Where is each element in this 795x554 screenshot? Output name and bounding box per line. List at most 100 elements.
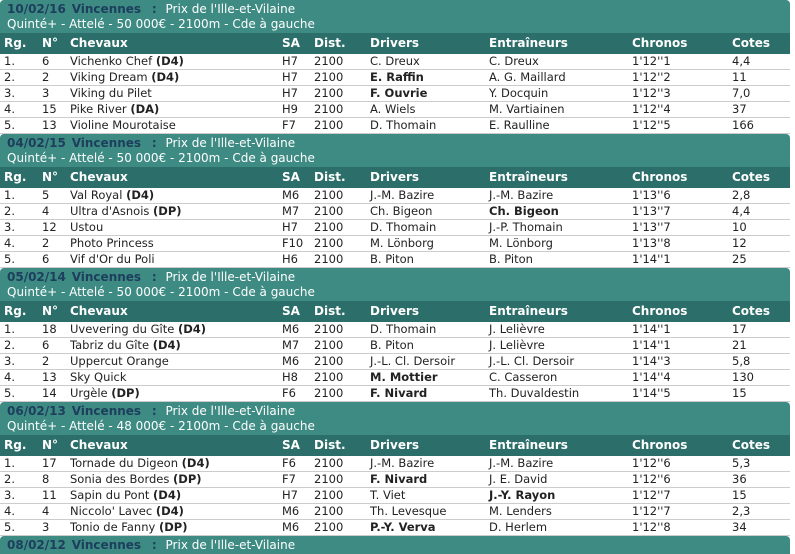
- cell-sa: H7: [278, 54, 310, 70]
- column-header-dist: Dist.: [310, 167, 366, 188]
- column-header-sa: SA: [278, 301, 310, 322]
- column-header-chrono: Chronos: [628, 301, 728, 322]
- header-row: Rg. N° Chevaux SA Dist. Drivers Entraîneurs Chr…: [0, 167, 790, 188]
- cell-dist: 2100: [310, 219, 366, 236]
- race-date: 08/02/12: [7, 538, 66, 552]
- race-separator: :: [151, 404, 157, 418]
- horse-name: Val Royal: [70, 188, 123, 202]
- cell-driver: J.-M. Bazire: [366, 456, 485, 472]
- cell-trainer: J.-Y. Rayon: [485, 487, 628, 504]
- cell-number: 3: [38, 85, 66, 102]
- cell-sa: M7: [278, 337, 310, 354]
- table-row: 1. 17 Tornade du Digeon (D4) F6 2100 J.-M. Ba…: [0, 456, 790, 472]
- horse-tag: (DP): [153, 204, 182, 218]
- race-section: 10/02/16 Vincennes : Prix de l'Ille-et-V…: [0, 0, 790, 134]
- cell-rank: 3.: [0, 85, 38, 102]
- horse-tag: (DP): [173, 472, 202, 486]
- cell-number: 13: [38, 369, 66, 386]
- column-header-trainer: Entraîneurs: [485, 167, 628, 188]
- cell-odds: 5,3: [728, 456, 790, 472]
- cell-number: 14: [38, 385, 66, 402]
- header-row: Rg. N° Chevaux SA Dist. Drivers Entraîneurs Chr…: [0, 33, 790, 54]
- cell-number: 4: [38, 203, 66, 220]
- horse-name: Uppercut Orange: [70, 354, 169, 368]
- cell-horse: Val Royal (D4): [66, 188, 278, 204]
- cell-rank: 4.: [0, 101, 38, 118]
- horse-tag: (D4): [151, 70, 180, 84]
- column-header-dist: Dist.: [310, 435, 366, 456]
- cell-number: 4: [38, 503, 66, 520]
- column-header-horse: Chevaux: [66, 435, 278, 456]
- race-venue: Vincennes: [71, 404, 142, 418]
- cell-chrono: 1'12''8: [628, 519, 728, 536]
- column-header-driver: Drivers: [366, 435, 485, 456]
- table-row: 3. 11 Sapin du Pont (D4) H7 2100 T. Viet J.-Y.…: [0, 487, 790, 504]
- cell-chrono: 1'12''5: [628, 117, 728, 134]
- cell-dist: 2100: [310, 188, 366, 204]
- race-name: Prix de l'Ille-et-Vilaine: [165, 136, 296, 150]
- cell-driver: M. Mottier: [366, 369, 485, 386]
- table-row: 4. 13 Sky Quick H8 2100 M. Mottier C. Casseron…: [0, 369, 790, 386]
- cell-odds: 2,8: [728, 188, 790, 204]
- cell-driver: D. Thomain: [366, 117, 485, 134]
- cell-odds: 34: [728, 519, 790, 536]
- table-row: 5. 14 Urgèle (DP) F6 2100 F. Nivard Th. Duvald…: [0, 385, 790, 402]
- race-separator: :: [151, 270, 157, 284]
- cell-number: 15: [38, 101, 66, 118]
- column-header-horse: Chevaux: [66, 301, 278, 322]
- header-row: Rg. N° Chevaux SA Dist. Drivers Entraîneurs Chr…: [0, 435, 790, 456]
- cell-number: 6: [38, 251, 66, 268]
- cell-number: 13: [38, 117, 66, 134]
- table-row: 3. 3 Viking du Pilet H7 2100 F. Ouvrie Y. Docq…: [0, 85, 790, 102]
- column-header-trainer: Entraîneurs: [485, 435, 628, 456]
- horse-tag: (D4): [177, 322, 206, 336]
- cell-dist: 2100: [310, 456, 366, 472]
- race-date: 06/02/13: [7, 404, 66, 418]
- cell-trainer: E. Raulline: [485, 117, 628, 134]
- horse-name: Niccolo' Lavec: [70, 504, 153, 518]
- table-row: 1. 6 Vichenko Chef (D4) H7 2100 C. Dreux C. Dr…: [0, 54, 790, 70]
- column-header-number: N°: [38, 167, 66, 188]
- horse-tag: (D4): [155, 54, 184, 68]
- cell-horse: Sapin du Pont (D4): [66, 487, 278, 504]
- cell-sa: M6: [278, 322, 310, 338]
- cell-chrono: 1'12''4: [628, 101, 728, 118]
- race-name: Prix de l'Ille-et-Vilaine: [165, 404, 296, 418]
- race-name: Prix de l'Ille-et-Vilaine: [165, 270, 296, 284]
- cell-dist: 2100: [310, 54, 366, 70]
- column-header-odds: Cotes: [728, 167, 790, 188]
- column-header-sa: SA: [278, 33, 310, 54]
- cell-horse: Sonia des Bordes (DP): [66, 471, 278, 488]
- cell-driver: T. Viet: [366, 487, 485, 504]
- race-venue: Vincennes: [71, 270, 142, 284]
- column-header-dist: Dist.: [310, 33, 366, 54]
- cell-driver: B. Piton: [366, 251, 485, 268]
- cell-number: 5: [38, 188, 66, 204]
- table-row: 5. 3 Tonio de Fanny (DP) M6 2100 P.-Y. Verva D…: [0, 519, 790, 536]
- column-header-odds: Cotes: [728, 33, 790, 54]
- cell-trainer: Th. Duvaldestin: [485, 385, 628, 402]
- cell-horse: Uvevering du Gîte (D4): [66, 322, 278, 338]
- race-details: Quinté+ - Attelé - 50 000€ - 2100m - Cde…: [7, 17, 315, 31]
- cell-chrono: 1'14''4: [628, 369, 728, 386]
- cell-sa: H7: [278, 487, 310, 504]
- cell-rank: 2.: [0, 203, 38, 220]
- table-row: 1. 18 Uvevering du Gîte (D4) M6 2100 D. Thoma…: [0, 322, 790, 338]
- cell-chrono: 1'12''6: [628, 471, 728, 488]
- cell-driver: A. Wiels: [366, 101, 485, 118]
- horse-name: Ustou: [70, 220, 104, 234]
- cell-driver: P.-Y. Verva: [366, 519, 485, 536]
- cell-horse: Vif d'Or du Poli: [66, 251, 278, 268]
- cell-odds: 12: [728, 235, 790, 252]
- column-header-odds: Cotes: [728, 435, 790, 456]
- cell-sa: H6: [278, 251, 310, 268]
- race-date: 04/02/15: [7, 136, 66, 150]
- race-name: Prix de l'Ille-et-Vilaine: [165, 2, 296, 16]
- cell-horse: Sky Quick: [66, 369, 278, 386]
- horse-name: Vichenko Chef: [70, 54, 153, 68]
- cell-sa: H7: [278, 69, 310, 86]
- cell-odds: 11: [728, 69, 790, 86]
- horse-tag: (DP): [111, 386, 140, 400]
- race-venue: Vincennes: [71, 538, 142, 552]
